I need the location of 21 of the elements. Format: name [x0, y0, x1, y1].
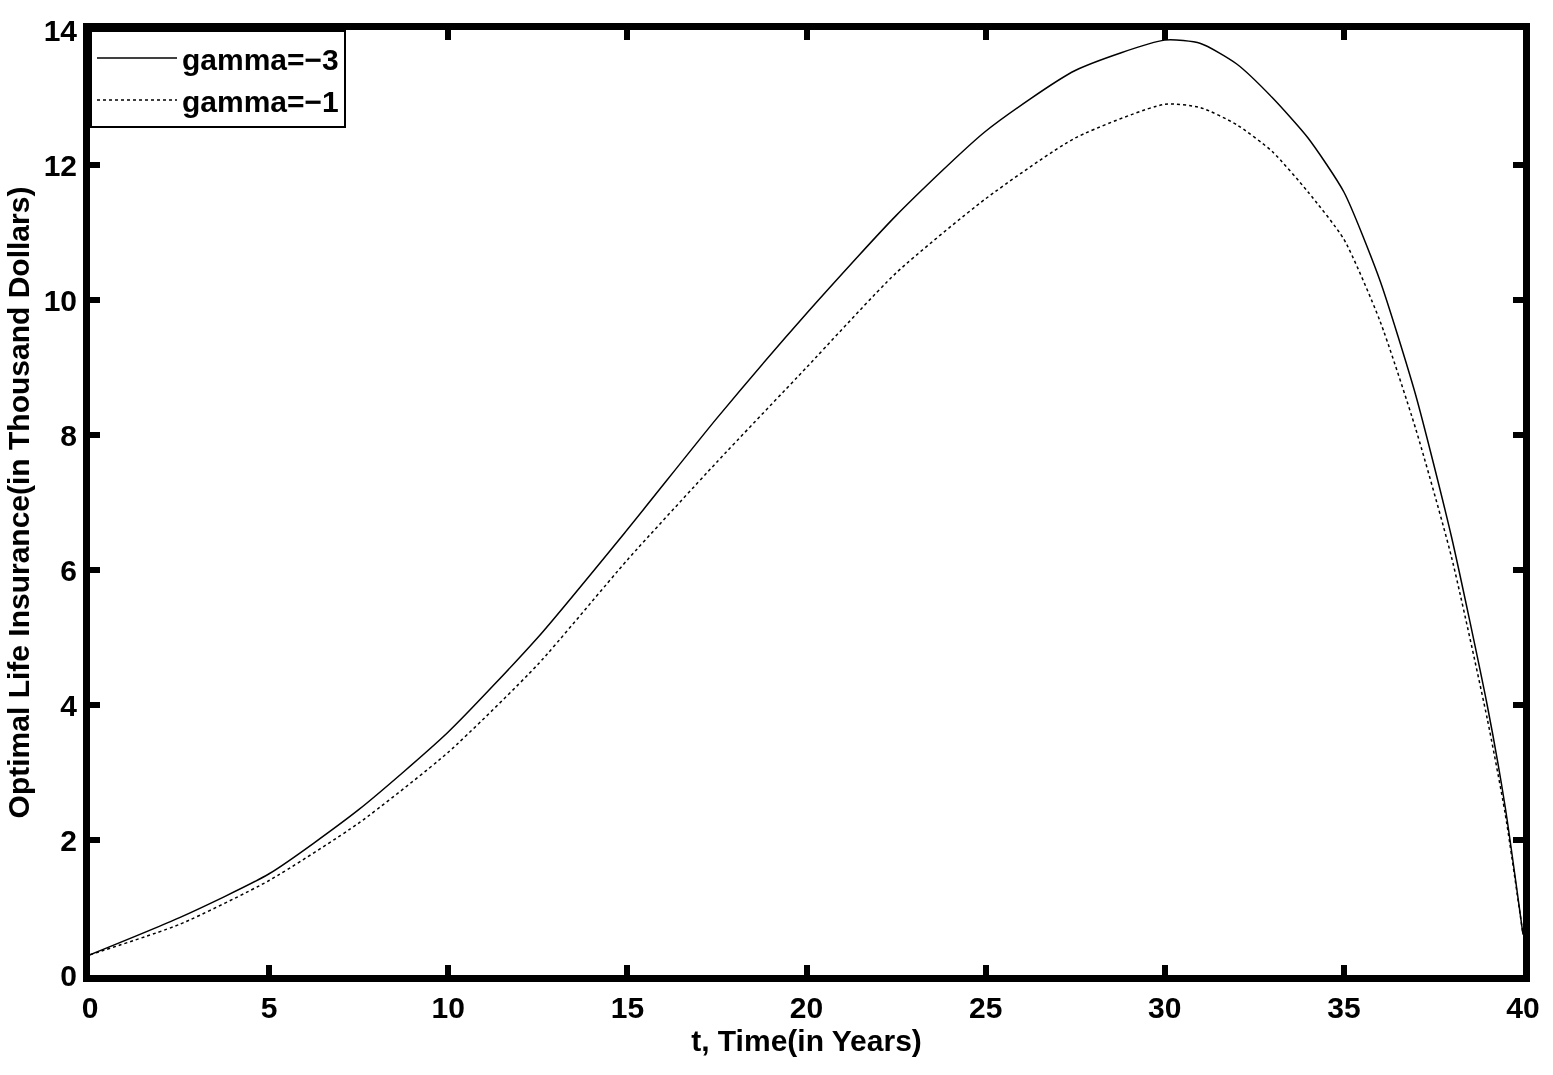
y-tick-label: 10 — [43, 283, 77, 317]
x-tick-label: 35 — [1327, 991, 1361, 1024]
y-tick-label: 6 — [60, 553, 77, 587]
legend-label: gamma=−3 — [182, 42, 339, 76]
x-tick-label: 30 — [1148, 991, 1182, 1024]
x-tick-label: 20 — [789, 991, 824, 1024]
y-tick-label: 0 — [60, 958, 77, 992]
x-axis-title: t, Time(in Years) — [691, 1024, 922, 1057]
y-tick-label: 12 — [43, 148, 77, 182]
x-tick-label: 5 — [260, 991, 278, 1024]
y-tick-label: 4 — [60, 688, 78, 722]
x-tick-label: 0 — [81, 991, 99, 1024]
y-tick-label: 2 — [60, 823, 77, 857]
x-tick-label: 25 — [968, 991, 1003, 1024]
x-tick-label: 40 — [1506, 991, 1540, 1024]
x-tick-label: 15 — [610, 991, 645, 1024]
y-axis-title: Optimal Life Insurance(in Thousand Dollars) — [1, 186, 35, 819]
legend-label: gamma=−1 — [182, 84, 339, 118]
y-tick-label: 8 — [60, 418, 77, 452]
x-tick-label: 10 — [431, 991, 465, 1024]
y-tick-label: 14 — [43, 13, 78, 47]
